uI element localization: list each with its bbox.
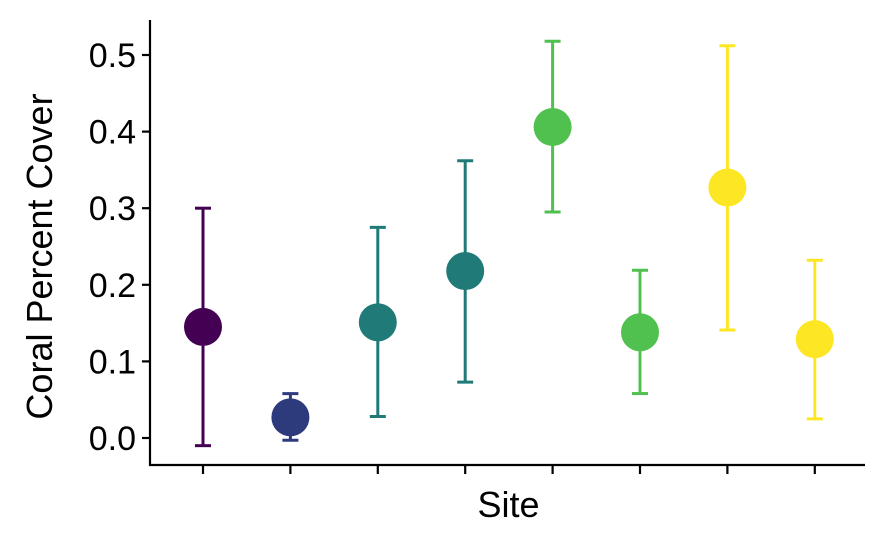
y-tick-label: 0.4 xyxy=(89,114,136,152)
y-axis-title: Coral Percent Cover xyxy=(19,93,60,419)
data-point xyxy=(184,307,222,346)
data-point xyxy=(271,398,310,437)
y-axis-ticks: 0.0 0.1 0.2 0.3 0.4 0.5 xyxy=(89,37,150,458)
data-point xyxy=(358,303,397,342)
data-point xyxy=(533,108,572,147)
data-point xyxy=(708,168,747,207)
data-point xyxy=(795,320,834,359)
error-bars xyxy=(195,39,823,448)
data-point xyxy=(446,252,485,291)
data-points xyxy=(184,108,834,437)
y-tick-label: 0.0 xyxy=(89,420,136,458)
y-tick-label: 0.2 xyxy=(89,267,136,305)
data-point xyxy=(621,313,659,352)
x-axis-title: Site xyxy=(477,484,539,525)
x-axis-ticks xyxy=(201,465,816,474)
y-tick-label: 0.5 xyxy=(89,37,136,75)
y-tick-label: 0.3 xyxy=(89,190,136,228)
y-tick-label: 0.1 xyxy=(89,343,136,381)
